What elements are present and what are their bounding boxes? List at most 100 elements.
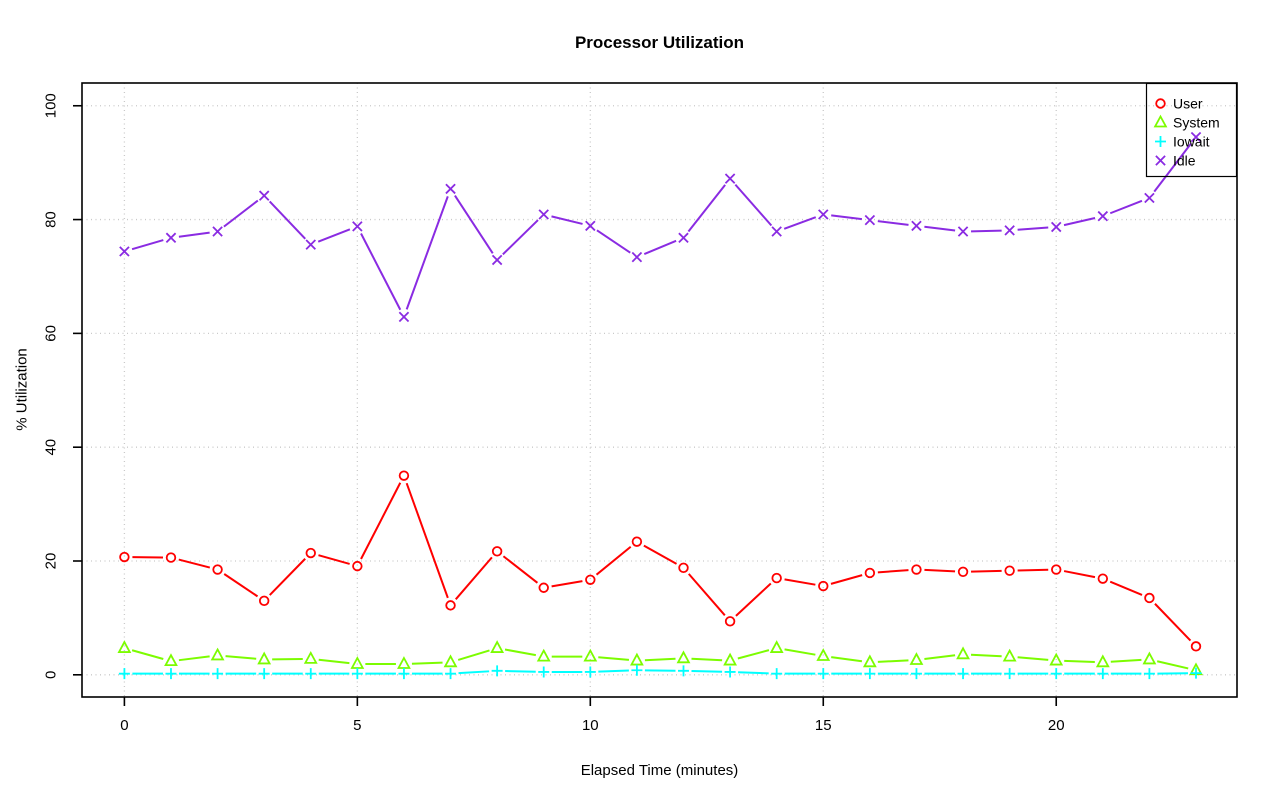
marker-iowait — [1097, 668, 1109, 680]
marker-user — [585, 574, 596, 585]
marker-iowait — [305, 668, 317, 680]
marker-system — [769, 640, 784, 653]
marker-idle — [1050, 221, 1062, 233]
series-line-idle — [131, 239, 164, 251]
marker-iowait — [445, 668, 457, 680]
series-line-user — [784, 578, 816, 586]
marker-idle — [165, 232, 177, 244]
marker-idle — [1144, 192, 1155, 204]
marker-idle — [864, 214, 876, 226]
marker-idle — [305, 239, 317, 250]
marker-idle — [445, 183, 456, 195]
marker-system — [397, 656, 411, 669]
marker-user — [352, 560, 363, 572]
series-line-system — [504, 648, 537, 657]
x-tick-label: 10 — [582, 717, 599, 734]
marker-idle — [911, 220, 922, 232]
marker-iowait — [584, 666, 596, 678]
y-axis-label: % Utilization — [13, 348, 31, 431]
chart-title: Processor Utilization — [574, 33, 745, 52]
marker-idle — [352, 221, 363, 232]
series-line-idle — [971, 229, 1002, 233]
marker-idle — [631, 251, 643, 263]
marker-user — [165, 552, 177, 563]
series-line-system — [178, 655, 210, 662]
series-line-idle — [1017, 226, 1049, 231]
marker-system — [816, 648, 831, 661]
y-tick-label: 60 — [43, 325, 60, 342]
series-line-idle — [178, 231, 210, 238]
marker-user — [957, 566, 969, 578]
series-line-user — [687, 573, 726, 616]
legend-label-user: User — [1173, 96, 1203, 112]
series-line-system — [131, 649, 164, 660]
legend-label-idle: Idle — [1173, 153, 1196, 169]
marker-iowait — [398, 668, 410, 680]
series-line-user — [318, 554, 350, 565]
series-line-user — [735, 582, 772, 617]
marker-idle — [119, 246, 130, 257]
series-line-system — [737, 649, 770, 660]
marker-system — [862, 654, 877, 668]
series-line-system — [1156, 660, 1189, 670]
series-line-user — [405, 482, 449, 599]
marker-system — [909, 652, 924, 665]
marker-idle — [212, 226, 223, 237]
series-line-user — [971, 569, 1002, 573]
series-line-user — [877, 569, 909, 574]
series-line-system — [691, 657, 723, 662]
marker-system — [303, 650, 318, 664]
marker-system — [956, 646, 970, 660]
marker-system — [1142, 651, 1157, 665]
series-line-system — [784, 648, 816, 656]
marker-system — [583, 648, 598, 662]
marker-user — [1051, 564, 1062, 575]
marker-system — [164, 653, 178, 667]
marker-iowait — [538, 666, 550, 678]
series-line-iowait — [598, 669, 629, 673]
series-line-idle — [405, 196, 449, 310]
marker-system — [257, 651, 272, 665]
series-line-user — [455, 556, 493, 600]
series-line-iowait — [458, 670, 490, 675]
series-line-user — [1063, 570, 1096, 579]
marker-idle — [1190, 131, 1202, 143]
series-line-user — [830, 574, 863, 585]
series-line-system — [598, 656, 630, 661]
marker-iowait — [212, 668, 224, 680]
marker-iowait — [771, 668, 783, 680]
series-line-system — [318, 658, 350, 665]
marker-iowait — [817, 668, 829, 680]
x-axis-label: Elapsed Time (minutes) — [580, 762, 739, 779]
marker-user — [771, 572, 782, 584]
marker-iowait — [631, 664, 643, 676]
marker-iowait — [724, 666, 736, 678]
legend-marker-system — [1153, 114, 1168, 128]
plot-border — [81, 82, 1238, 698]
marker-system — [1002, 648, 1017, 662]
marker-user — [119, 551, 130, 563]
y-tick-label: 0 — [43, 671, 60, 679]
marker-idle — [1004, 225, 1015, 236]
marker-system — [1049, 652, 1064, 666]
series-line-user — [502, 555, 539, 584]
series-line-user — [643, 544, 678, 565]
marker-system — [536, 648, 551, 662]
series-line-iowait — [738, 671, 769, 675]
series-line-system — [1110, 658, 1142, 663]
marker-user — [398, 470, 410, 481]
marker-idle — [258, 190, 270, 201]
series-line-idle — [734, 183, 773, 227]
series-line-idle — [643, 239, 677, 255]
marker-iowait — [864, 668, 876, 680]
marker-idle — [724, 173, 736, 184]
legend-label-iowait: Iowait — [1173, 134, 1210, 150]
marker-user — [538, 582, 549, 593]
marker-iowait — [258, 668, 270, 680]
series-line-idle — [360, 233, 402, 311]
y-tick-label: 80 — [43, 211, 60, 228]
series-line-idle — [551, 215, 583, 225]
marker-idle — [1097, 210, 1109, 222]
